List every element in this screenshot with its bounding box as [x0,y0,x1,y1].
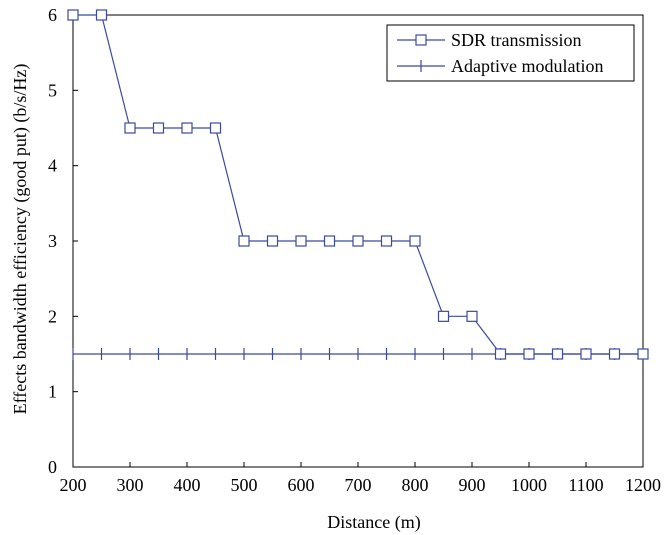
data-point-square [181,122,193,134]
data-point-square [67,9,79,21]
data-point-square [323,235,336,247]
data-point-square [608,348,621,360]
data-point-square [266,235,279,247]
y-tick-label: 4 [48,156,57,176]
data-point-square [494,348,507,360]
y-tick-label: 6 [48,5,57,25]
x-tick-label: 300 [117,475,144,495]
data-point-square [551,348,564,360]
legend-box [386,24,635,82]
x-tick-label: 600 [288,475,315,495]
x-tick-label: 400 [174,475,201,495]
legend-label: Adaptive modulation [451,56,603,76]
data-point-square [95,9,108,21]
data-point-square [580,348,592,360]
legend-sample [397,60,445,72]
series-group [67,9,649,360]
y-tick-label: 2 [48,306,57,326]
data-point-square [295,235,307,247]
data-point-square [352,235,364,247]
x-axis-label: Distance (m) [327,512,420,533]
data-point-square [409,235,421,247]
data-point-square [466,310,478,322]
y-tick-label: 1 [48,382,57,402]
x-tick-label: 200 [60,475,87,495]
x-tick-label: 1000 [511,475,547,495]
data-point-square [124,122,136,134]
legend-sample [397,34,445,46]
data-point-square [415,34,427,46]
legend-label: SDR transmission [451,30,582,50]
data-point-square [523,348,535,360]
x-tick-label: 900 [459,475,486,495]
y-tick-label: 0 [48,457,57,477]
series-sdr-transmission [67,9,649,360]
y-tick-label: 3 [48,231,57,251]
data-point-square [637,348,649,360]
data-point-square [209,122,222,134]
data-point-square [238,235,250,247]
data-point-square [152,122,165,134]
x-tick-label: 1200 [625,475,661,495]
data-point-square [437,310,450,322]
legend: SDR transmission Adaptive modulation [386,24,635,82]
x-tick-label: 500 [231,475,258,495]
axes: 200 300 400 500 600 700 800 900 1000 1100 1200 0 1 2 3… [48,5,661,495]
y-tick-label: 5 [48,80,57,100]
x-tick-label: 800 [402,475,429,495]
x-tick-label: 700 [345,475,372,495]
x-tick-label: 1100 [568,475,603,495]
data-point-square [380,235,393,247]
y-axis-label: Effects bandwidth efficiency (good put) … [10,64,31,415]
